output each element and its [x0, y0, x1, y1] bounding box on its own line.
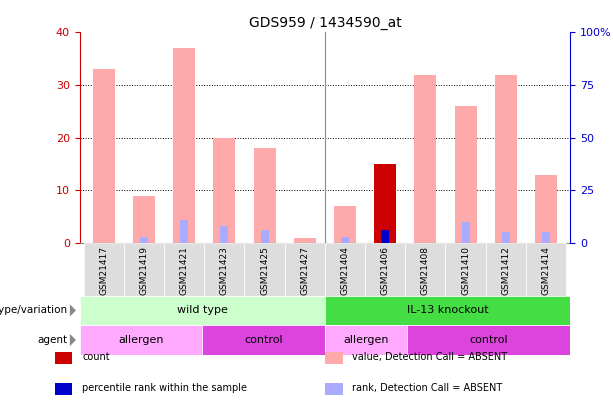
Bar — [204, 243, 245, 296]
Bar — [93, 69, 115, 243]
Bar — [542, 232, 550, 243]
Bar — [173, 48, 196, 243]
Text: value, Detection Call = ABSENT: value, Detection Call = ABSENT — [352, 352, 508, 362]
Text: agent: agent — [37, 335, 67, 345]
Bar — [180, 220, 188, 243]
Text: GSM21412: GSM21412 — [501, 245, 510, 294]
Bar — [325, 296, 570, 325]
Title: GDS959 / 1434590_at: GDS959 / 1434590_at — [248, 16, 402, 30]
Bar — [406, 325, 570, 355]
Bar — [535, 175, 557, 243]
Text: IL-13 knockout: IL-13 knockout — [406, 305, 489, 315]
Text: rank, Detection Call = ABSENT: rank, Detection Call = ABSENT — [352, 383, 503, 393]
Bar — [213, 138, 235, 243]
Bar — [485, 243, 526, 296]
Bar — [414, 75, 436, 243]
Text: GSM21423: GSM21423 — [220, 245, 229, 294]
Text: GSM21408: GSM21408 — [421, 245, 430, 294]
Bar — [55, 352, 72, 364]
Bar — [526, 243, 566, 296]
Text: wild type: wild type — [177, 305, 227, 315]
Text: count: count — [82, 352, 110, 362]
Bar — [341, 237, 349, 243]
Bar — [374, 164, 396, 243]
Bar — [502, 232, 510, 243]
Text: GSM21406: GSM21406 — [381, 245, 390, 294]
Bar — [55, 383, 72, 395]
Bar — [84, 243, 124, 296]
Bar — [325, 383, 343, 395]
Text: percentile rank within the sample: percentile rank within the sample — [82, 383, 247, 393]
Text: allergen: allergen — [343, 335, 389, 345]
Text: GSM21404: GSM21404 — [340, 245, 349, 294]
Bar — [325, 352, 343, 364]
Text: allergen: allergen — [118, 335, 164, 345]
Bar — [495, 75, 517, 243]
Text: genotype/variation: genotype/variation — [0, 305, 67, 315]
Text: GSM21419: GSM21419 — [140, 245, 148, 294]
Bar — [325, 325, 406, 355]
Bar — [80, 296, 325, 325]
Text: GSM21425: GSM21425 — [260, 245, 269, 294]
Bar — [221, 226, 229, 243]
Bar — [164, 243, 204, 296]
Bar — [284, 243, 325, 296]
Text: GSM21410: GSM21410 — [461, 245, 470, 294]
Bar — [261, 230, 268, 243]
Bar — [454, 106, 477, 243]
Text: control: control — [244, 335, 283, 345]
Text: GSM21427: GSM21427 — [300, 245, 310, 294]
Text: GSM21414: GSM21414 — [541, 245, 550, 294]
Text: GSM21417: GSM21417 — [99, 245, 109, 294]
Text: control: control — [469, 335, 508, 345]
Bar — [462, 222, 470, 243]
Bar — [381, 230, 389, 243]
Bar — [140, 237, 148, 243]
Bar — [133, 196, 155, 243]
Bar — [202, 325, 325, 355]
Bar — [325, 243, 365, 296]
Bar — [405, 243, 446, 296]
Bar — [245, 243, 284, 296]
Bar — [446, 243, 485, 296]
Bar — [334, 206, 356, 243]
Text: GSM21421: GSM21421 — [180, 245, 189, 294]
Bar — [254, 148, 276, 243]
Bar — [80, 325, 202, 355]
Bar — [124, 243, 164, 296]
Bar — [365, 243, 405, 296]
Bar — [294, 238, 316, 243]
